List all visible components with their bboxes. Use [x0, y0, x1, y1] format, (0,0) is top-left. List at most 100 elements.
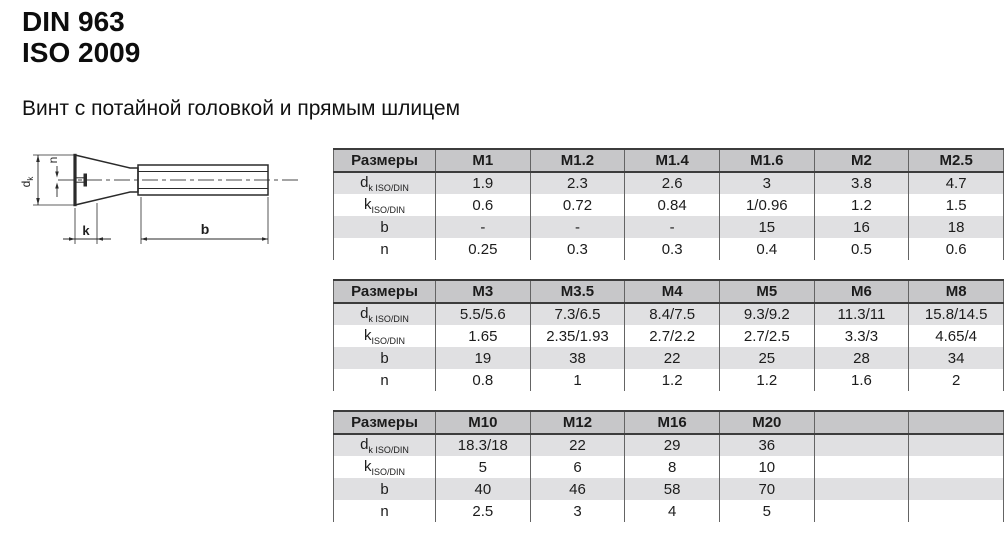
datasheet-page: { "page": { "standard_1": "DIN 963", "st…	[19, 6, 1004, 522]
table-cell: 2.7/2.5	[718, 325, 815, 347]
row-label-d: dk ISO/DIN	[333, 303, 436, 325]
column-header-M4: M4	[624, 279, 720, 304]
table-cell: 25	[718, 347, 815, 369]
dimensions-table-m10-m20: Размеры M10 M12 M16 M20 dk ISO/DIN 18.3/18 22 29…	[333, 410, 1004, 522]
table-row-d: dk ISO/DIN 5.5/5.6 7.3/6.5 8.4/7.5 9.3/9.2 11…	[333, 303, 1004, 325]
table-cell	[813, 500, 910, 522]
table-cell: 0.8	[435, 369, 531, 391]
table-cell: 4	[624, 500, 720, 522]
table-header-row: Размеры M1 M1.2 M1.4 M1.6 M2 M2.5	[333, 148, 1004, 173]
k-label: k	[82, 223, 90, 238]
table-cell: 0.6	[435, 194, 531, 216]
table-cell: 4.65/4	[908, 325, 1004, 347]
table-cell: 46	[529, 478, 626, 500]
column-header-M16: M16	[624, 410, 720, 435]
table-cell	[908, 500, 1004, 522]
table-cell: 0.3	[624, 238, 720, 260]
column-header-M1.6: M1.6	[718, 148, 815, 173]
table-cell: 6	[529, 456, 626, 478]
table-cell: 2.6	[624, 172, 720, 194]
table-cell	[813, 456, 910, 478]
table-cell: 5	[718, 500, 815, 522]
table-cell	[908, 478, 1004, 500]
table-cell: 28	[813, 347, 910, 369]
table-cell: -	[529, 216, 626, 238]
n-label: n	[46, 157, 60, 164]
table-cell: 0.84	[624, 194, 720, 216]
table-cell: 70	[718, 478, 815, 500]
column-header-M6: M6	[813, 279, 910, 304]
row-label-k: kISO/DIN	[333, 456, 436, 478]
table-cell: 0.25	[435, 238, 531, 260]
column-header-M8: M8	[908, 279, 1004, 304]
row-label-n: n	[333, 238, 436, 260]
table-cell: 1.5	[908, 194, 1004, 216]
table-cell: 18.3/18	[435, 434, 531, 456]
table-cell: 2.5	[435, 500, 531, 522]
table-cell: 2.7/2.2	[624, 325, 720, 347]
k-arrow-left	[69, 237, 75, 241]
table-cell: 0.72	[529, 194, 626, 216]
table-header-row: Размеры M3 M3.5 M4 M5 M6 M8	[333, 279, 1004, 304]
row-label-b: b	[333, 216, 436, 238]
column-header-M1.2: M1.2	[529, 148, 626, 173]
threaded-shank-outline	[137, 164, 269, 196]
table-row-k: kISO/DIN 1.65 2.35/1.93 2.7/2.2 2.7/2.5 3.3/3…	[333, 325, 1004, 347]
table-row-b: b 19 38 22 25 28 34	[333, 347, 1004, 369]
table-cell: 22	[529, 434, 626, 456]
table-cell: 29	[624, 434, 720, 456]
column-header-M12: M12	[529, 410, 626, 435]
table-cell: 16	[813, 216, 910, 238]
table-row-n: n 0.8 1 1.2 1.2 1.6 2	[333, 369, 1004, 391]
table-cell: 19	[435, 347, 531, 369]
table-cell: 34	[908, 347, 1004, 369]
table-cell: 38	[529, 347, 626, 369]
table-cell: 58	[624, 478, 720, 500]
column-header-M3.5: M3.5	[529, 279, 626, 304]
table-row-d: dk ISO/DIN 18.3/18 22 29 36	[333, 434, 1004, 456]
table-cell: 1.2	[813, 194, 910, 216]
row-label-k: kISO/DIN	[333, 194, 436, 216]
column-header-empty	[813, 410, 910, 435]
table-row-k: kISO/DIN 5 6 8 10	[333, 456, 1004, 478]
table-cell: 9.3/9.2	[718, 303, 815, 325]
table-header-row: Размеры M10 M12 M16 M20	[333, 410, 1004, 435]
table-cell: 10	[718, 456, 815, 478]
table-cell: 1.6	[813, 369, 910, 391]
sizes-header: Размеры	[333, 148, 436, 173]
row-label-k: kISO/DIN	[333, 325, 436, 347]
table-cell: 15	[718, 216, 815, 238]
table-cell: 0.6	[908, 238, 1004, 260]
table-row-k: kISO/DIN 0.6 0.72 0.84 1/0.96 1.2 1.5	[333, 194, 1004, 216]
row-label-d: dk ISO/DIN	[333, 434, 436, 456]
table-cell	[813, 434, 910, 456]
table-cell: 0.4	[718, 238, 815, 260]
table-cell: 2.3	[529, 172, 626, 194]
table-cell	[908, 434, 1004, 456]
table-cell: 1.2	[624, 369, 720, 391]
column-header-empty	[908, 410, 1004, 435]
dk-label: dk	[19, 176, 35, 188]
n-arrow-bottom	[55, 182, 59, 189]
table-cell: -	[624, 216, 720, 238]
table-cell: 1	[529, 369, 626, 391]
dk-arrow-bottom	[36, 198, 40, 205]
table-row-n: n 0.25 0.3 0.3 0.4 0.5 0.6	[333, 238, 1004, 260]
page-title: Винт с потайной головкой и прямым шлицем	[22, 97, 461, 120]
table-cell: -	[435, 216, 531, 238]
table-cell: 3.3/3	[813, 325, 910, 347]
table-cell: 3	[529, 500, 626, 522]
table-cell: 1.2	[718, 369, 815, 391]
row-label-b: b	[333, 478, 436, 500]
b-arrow-right	[262, 237, 268, 241]
standard-iso: ISO 2009	[22, 37, 141, 68]
table-row-d: dk ISO/DIN 1.9 2.3 2.6 3 3.8 4.7	[333, 172, 1004, 194]
standard-din: DIN 963	[22, 6, 125, 37]
n-arrow-top	[55, 171, 59, 178]
table-cell: 15.8/14.5	[908, 303, 1004, 325]
dimension-tables: Размеры M1 M1.2 M1.4 M1.6 M2 M2.5 dk ISO/DIN 1.9…	[333, 148, 1004, 541]
table-cell	[908, 456, 1004, 478]
column-header-M1.4: M1.4	[624, 148, 720, 173]
column-header-M5: M5	[718, 279, 815, 304]
table-cell: 8	[624, 456, 720, 478]
